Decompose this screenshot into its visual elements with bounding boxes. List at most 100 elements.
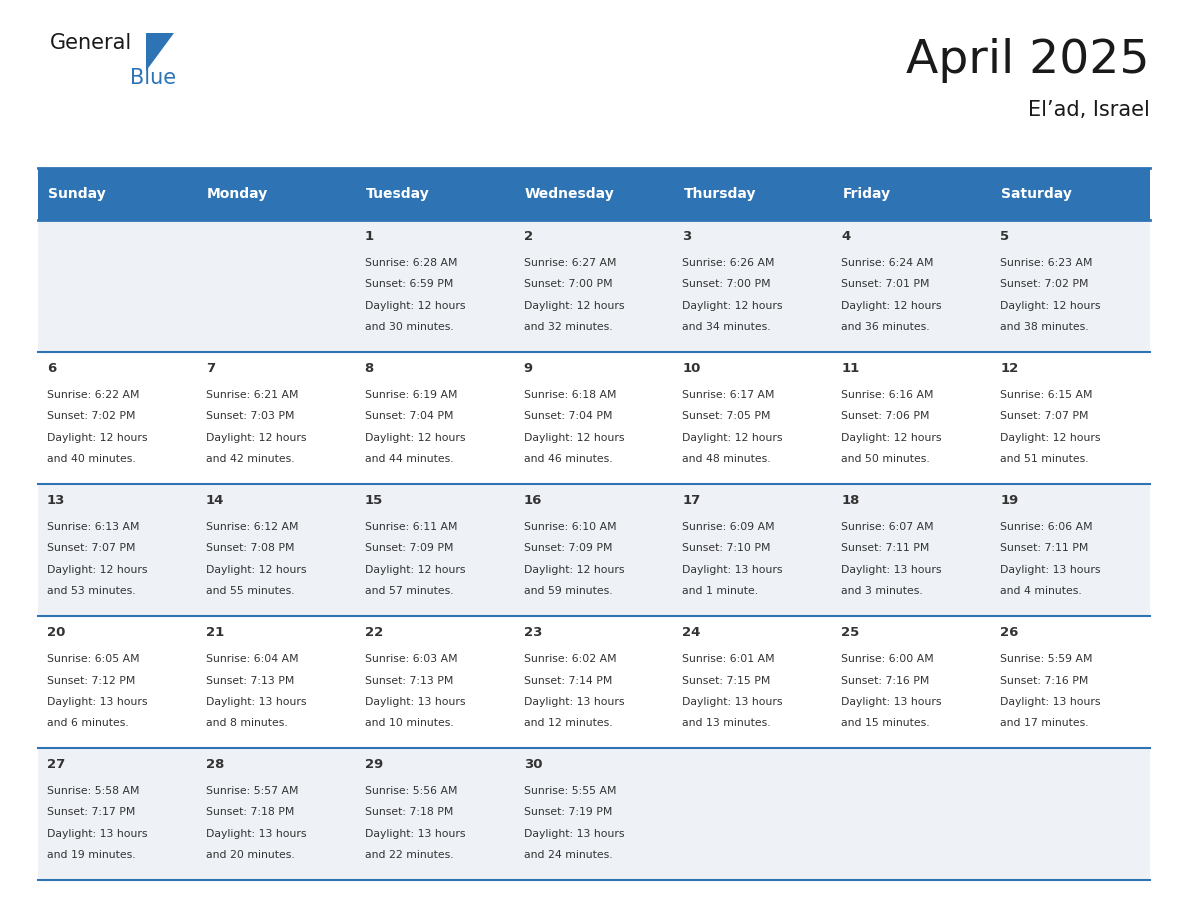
Text: Sunset: 7:14 PM: Sunset: 7:14 PM — [524, 676, 612, 686]
Text: Daylight: 12 hours: Daylight: 12 hours — [682, 301, 783, 311]
Text: Daylight: 12 hours: Daylight: 12 hours — [1000, 301, 1100, 311]
Text: April 2025: April 2025 — [906, 38, 1150, 83]
Text: 6: 6 — [48, 362, 56, 375]
Text: Sunrise: 6:22 AM: Sunrise: 6:22 AM — [48, 390, 139, 400]
Text: Sunset: 6:59 PM: Sunset: 6:59 PM — [365, 279, 453, 289]
Text: Sunrise: 6:17 AM: Sunrise: 6:17 AM — [682, 390, 775, 400]
Bar — [355, 220, 514, 352]
Text: Sunset: 7:13 PM: Sunset: 7:13 PM — [365, 676, 453, 686]
Text: Sunrise: 6:23 AM: Sunrise: 6:23 AM — [1000, 258, 1093, 268]
Bar — [38, 352, 197, 484]
Text: 5: 5 — [1000, 230, 1010, 243]
Text: Daylight: 13 hours: Daylight: 13 hours — [365, 697, 466, 707]
Text: and 19 minutes.: and 19 minutes. — [48, 850, 135, 860]
Bar — [833, 484, 991, 616]
Text: 20: 20 — [48, 626, 65, 639]
Text: and 55 minutes.: and 55 minutes. — [206, 587, 295, 597]
Text: Sunset: 7:01 PM: Sunset: 7:01 PM — [841, 279, 930, 289]
Bar — [197, 484, 355, 616]
Text: Daylight: 13 hours: Daylight: 13 hours — [841, 697, 942, 707]
Bar — [38, 616, 197, 748]
Text: Sunset: 7:08 PM: Sunset: 7:08 PM — [206, 543, 295, 554]
Text: Sunset: 7:05 PM: Sunset: 7:05 PM — [682, 411, 771, 421]
Text: 13: 13 — [48, 494, 65, 507]
Text: Sunrise: 6:02 AM: Sunrise: 6:02 AM — [524, 654, 617, 664]
Bar — [197, 220, 355, 352]
Text: Daylight: 12 hours: Daylight: 12 hours — [841, 301, 942, 311]
Bar — [355, 352, 514, 484]
Bar — [833, 220, 991, 352]
Text: Daylight: 12 hours: Daylight: 12 hours — [682, 433, 783, 443]
Text: Daylight: 13 hours: Daylight: 13 hours — [365, 829, 466, 839]
Text: 21: 21 — [206, 626, 225, 639]
Bar — [991, 168, 1150, 220]
Text: Daylight: 13 hours: Daylight: 13 hours — [206, 697, 307, 707]
Bar — [355, 748, 514, 880]
Text: and 3 minutes.: and 3 minutes. — [841, 587, 923, 597]
Bar — [674, 616, 833, 748]
Text: Daylight: 13 hours: Daylight: 13 hours — [682, 565, 783, 575]
Text: Sunset: 7:11 PM: Sunset: 7:11 PM — [841, 543, 930, 554]
Text: Sunrise: 5:58 AM: Sunrise: 5:58 AM — [48, 786, 139, 796]
Text: Sunset: 7:02 PM: Sunset: 7:02 PM — [1000, 279, 1088, 289]
Text: 11: 11 — [841, 362, 860, 375]
Text: Thursday: Thursday — [683, 187, 756, 201]
Bar — [674, 220, 833, 352]
Bar — [514, 616, 674, 748]
Text: and 34 minutes.: and 34 minutes. — [682, 322, 771, 332]
Bar — [514, 748, 674, 880]
Text: Sunrise: 6:06 AM: Sunrise: 6:06 AM — [1000, 522, 1093, 532]
Text: and 4 minutes.: and 4 minutes. — [1000, 587, 1082, 597]
Text: 12: 12 — [1000, 362, 1018, 375]
Text: 29: 29 — [365, 758, 383, 771]
Text: Daylight: 12 hours: Daylight: 12 hours — [48, 565, 147, 575]
Text: Sunset: 7:15 PM: Sunset: 7:15 PM — [682, 676, 771, 686]
Bar — [674, 484, 833, 616]
Text: 9: 9 — [524, 362, 532, 375]
Text: El’ad, Israel: El’ad, Israel — [1028, 100, 1150, 120]
Text: Sunset: 7:00 PM: Sunset: 7:00 PM — [524, 279, 612, 289]
Text: Sunrise: 6:00 AM: Sunrise: 6:00 AM — [841, 654, 934, 664]
Text: Daylight: 12 hours: Daylight: 12 hours — [524, 301, 624, 311]
Text: Daylight: 13 hours: Daylight: 13 hours — [841, 565, 942, 575]
Text: Friday: Friday — [842, 187, 891, 201]
Text: and 8 minutes.: and 8 minutes. — [206, 719, 287, 729]
Text: Sunrise: 5:59 AM: Sunrise: 5:59 AM — [1000, 654, 1093, 664]
Text: Sunset: 7:12 PM: Sunset: 7:12 PM — [48, 676, 135, 686]
Text: Sunset: 7:13 PM: Sunset: 7:13 PM — [206, 676, 295, 686]
Text: Sunrise: 6:28 AM: Sunrise: 6:28 AM — [365, 258, 457, 268]
Bar — [38, 168, 197, 220]
Text: Sunrise: 6:05 AM: Sunrise: 6:05 AM — [48, 654, 140, 664]
Text: Sunset: 7:07 PM: Sunset: 7:07 PM — [1000, 411, 1088, 421]
Text: and 50 minutes.: and 50 minutes. — [841, 454, 930, 465]
Text: 17: 17 — [682, 494, 701, 507]
Text: and 30 minutes.: and 30 minutes. — [365, 322, 454, 332]
Text: Daylight: 12 hours: Daylight: 12 hours — [524, 433, 624, 443]
Bar — [197, 616, 355, 748]
Text: and 24 minutes.: and 24 minutes. — [524, 850, 612, 860]
Text: and 20 minutes.: and 20 minutes. — [206, 850, 295, 860]
Text: Sunrise: 6:15 AM: Sunrise: 6:15 AM — [1000, 390, 1093, 400]
Text: Daylight: 13 hours: Daylight: 13 hours — [1000, 697, 1100, 707]
Text: Daylight: 12 hours: Daylight: 12 hours — [206, 565, 307, 575]
Text: and 46 minutes.: and 46 minutes. — [524, 454, 612, 465]
Text: Saturday: Saturday — [1001, 187, 1072, 201]
Text: Sunset: 7:02 PM: Sunset: 7:02 PM — [48, 411, 135, 421]
Text: Sunset: 7:04 PM: Sunset: 7:04 PM — [365, 411, 453, 421]
Text: Daylight: 12 hours: Daylight: 12 hours — [841, 433, 942, 443]
Text: Sunset: 7:09 PM: Sunset: 7:09 PM — [524, 543, 612, 554]
Text: and 15 minutes.: and 15 minutes. — [841, 719, 930, 729]
Text: Daylight: 13 hours: Daylight: 13 hours — [524, 697, 624, 707]
Bar — [674, 352, 833, 484]
Text: 27: 27 — [48, 758, 65, 771]
Text: 8: 8 — [365, 362, 374, 375]
Text: Sunset: 7:06 PM: Sunset: 7:06 PM — [841, 411, 930, 421]
Text: Sunrise: 6:03 AM: Sunrise: 6:03 AM — [365, 654, 457, 664]
Bar — [674, 168, 833, 220]
Text: General: General — [50, 33, 132, 53]
Text: and 13 minutes.: and 13 minutes. — [682, 719, 771, 729]
Text: Sunset: 7:00 PM: Sunset: 7:00 PM — [682, 279, 771, 289]
Bar — [514, 220, 674, 352]
Text: Sunrise: 6:13 AM: Sunrise: 6:13 AM — [48, 522, 139, 532]
Text: Sunset: 7:07 PM: Sunset: 7:07 PM — [48, 543, 135, 554]
